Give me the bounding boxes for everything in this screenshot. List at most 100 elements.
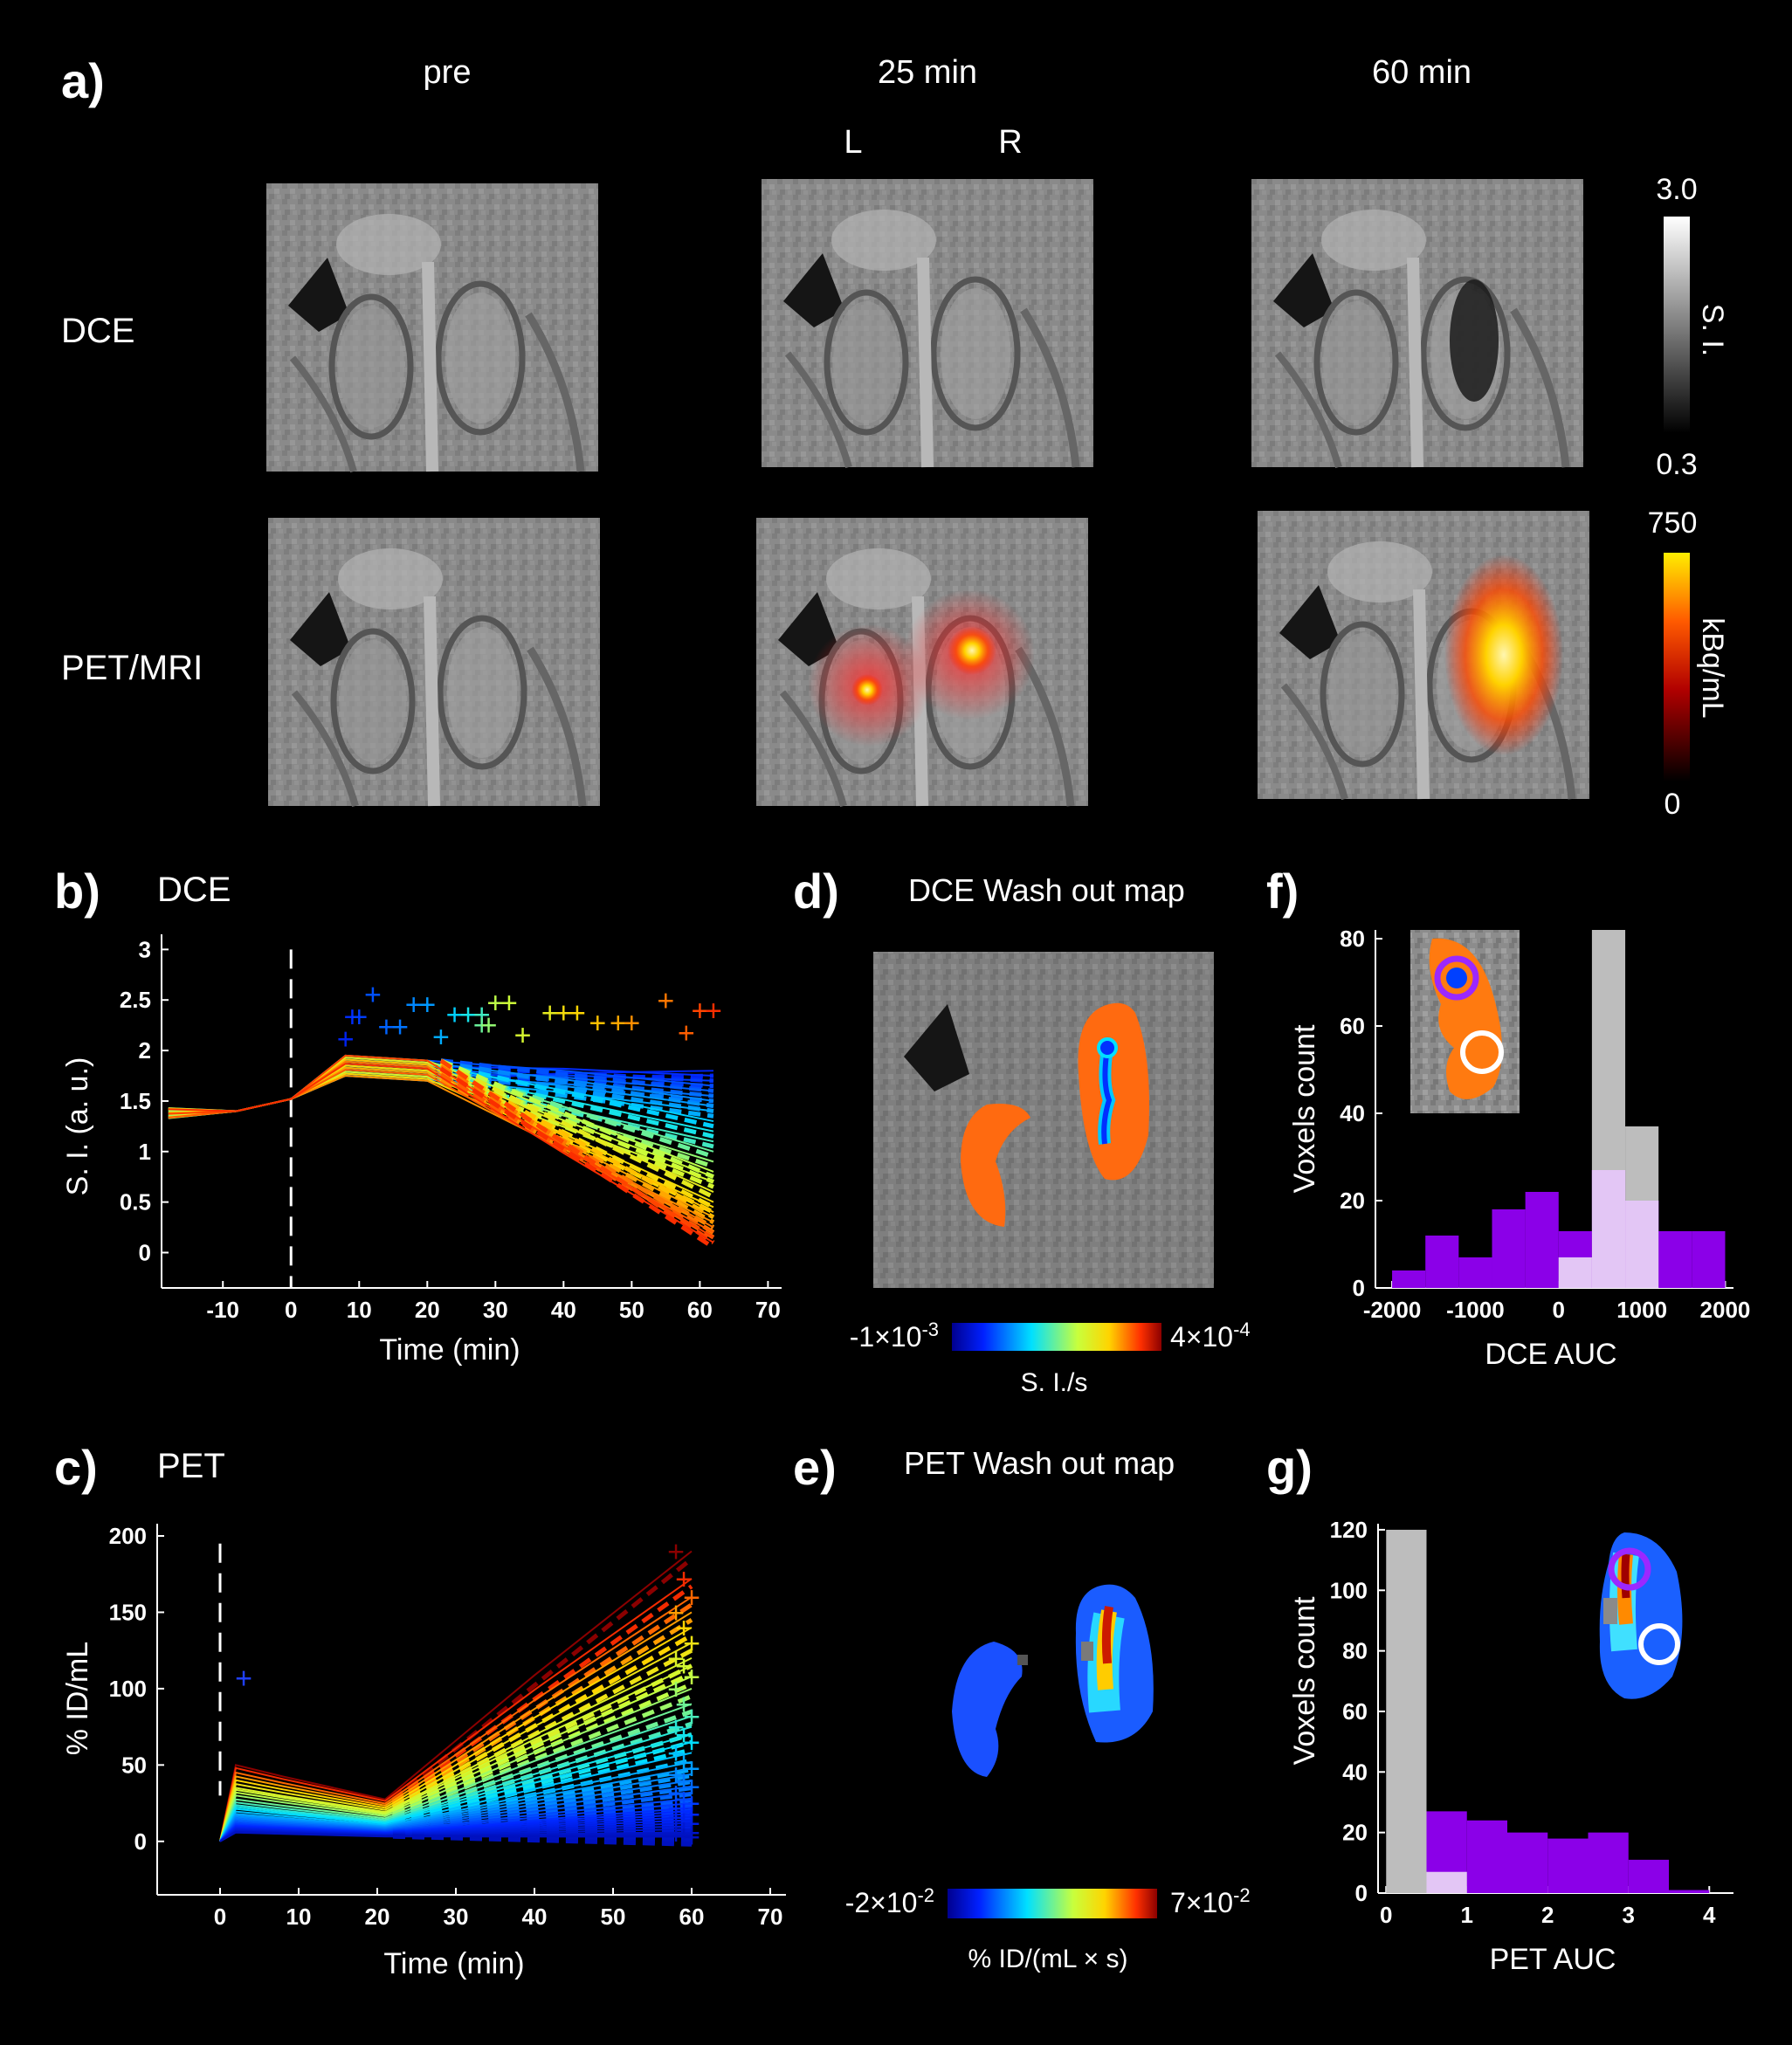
hist-bar-purple (1588, 1832, 1629, 1893)
dce-peak-marker: + (391, 1011, 409, 1044)
pet-end-marker: + (667, 1777, 685, 1810)
mri-dce-25min (762, 179, 1093, 467)
pet-hotspot-60min (1444, 554, 1563, 755)
y-tick-label: 20 (1342, 1820, 1368, 1846)
dce-peak-marker: + (405, 988, 423, 1022)
panel-f-inset (1410, 930, 1520, 1113)
orientation-right: R (998, 124, 1022, 161)
y-tick-label: 80 (1340, 926, 1365, 952)
hist-bar-purple (1547, 1838, 1589, 1893)
pet-end-marker: + (683, 1771, 700, 1804)
y-tick-label: 200 (109, 1523, 147, 1549)
pet-end-marker: + (675, 1765, 693, 1798)
x-tick-label: 50 (619, 1297, 644, 1323)
x-tick-label: 10 (347, 1297, 372, 1323)
hist-bar-purple (1466, 1820, 1507, 1893)
hist-bar-purple (1425, 1236, 1459, 1288)
dce-peak-marker: + (350, 1001, 368, 1034)
si-colorbar-min: 0.3 (1656, 448, 1697, 481)
pet-fit-line (391, 1584, 693, 1803)
mri-dce-60min (1251, 179, 1583, 467)
dce-curve (168, 1063, 714, 1243)
panel-g-inset (1599, 1532, 1683, 1699)
dce-peak-marker: + (678, 1017, 695, 1050)
left-kidney-map (961, 1104, 1030, 1227)
pet-end-marker: + (683, 1661, 700, 1694)
y-tick-label: 0 (1353, 1275, 1365, 1301)
y-tick-label: 120 (1330, 1517, 1368, 1543)
column-pre: pre (424, 54, 472, 91)
mri-dce-pre (266, 183, 598, 472)
column-60-min: 60 min (1372, 54, 1472, 91)
hist-bar-overlap (1591, 1170, 1626, 1288)
pet-end-marker: + (667, 1673, 685, 1706)
x-tick-label: 2 (1541, 1902, 1554, 1928)
panel-e-label: e) (793, 1440, 837, 1495)
dce-peak-marker: + (691, 995, 708, 1028)
hist-bar-purple (1525, 1192, 1559, 1288)
hist-bar-overlap (1426, 1871, 1467, 1893)
pet-colorbar (1664, 553, 1690, 782)
pet-end-marker: + (683, 1752, 700, 1786)
si-colorbar (1664, 217, 1690, 433)
pet-fit-line (391, 1557, 693, 1801)
pet-fit-line (392, 1834, 693, 1847)
y-tick-label: 1 (139, 1139, 151, 1165)
panel-d-label: d) (793, 864, 839, 919)
pet-end-marker: + (683, 1821, 700, 1855)
x-tick-label: 30 (483, 1297, 508, 1323)
x-tick-label: 0 (1380, 1902, 1392, 1928)
dce-peak-marker: + (432, 1021, 450, 1054)
pet-cb-label: % ID/(mL × s) (968, 1945, 1127, 1973)
x-tick-label: 30 (444, 1904, 469, 1930)
dce-peak-marker: + (473, 999, 491, 1032)
row-dce: DCE (61, 312, 134, 350)
panel-b-xlabel: Time (min) (379, 1333, 520, 1367)
pet-colorbar-label: kBq/mL (1696, 617, 1729, 718)
panel-b-title: DCE (157, 871, 231, 909)
y-tick-label: 150 (109, 1599, 147, 1625)
column-25-min: 25 min (878, 54, 977, 91)
pet-fit-line (391, 1671, 693, 1815)
dce-peak-marker: + (480, 1009, 498, 1042)
x-tick-label: 1000 (1616, 1297, 1667, 1323)
hist-bar-purple (1507, 1832, 1548, 1893)
left-kidney-pet-map (952, 1642, 1023, 1777)
right-kidney-map (1078, 1002, 1149, 1181)
dce-peak-marker: + (364, 979, 382, 1012)
pet-curve (219, 1831, 693, 1842)
dce-peak-marker: + (446, 999, 464, 1032)
pet-curve (219, 1752, 693, 1842)
pet-end-marker: + (667, 1737, 685, 1770)
pet-curve (219, 1703, 693, 1842)
dce-peak-marker: + (589, 1007, 606, 1040)
dce-curve (168, 1060, 714, 1229)
x-tick-label: 40 (551, 1297, 576, 1323)
x-tick-label: 0 (1553, 1297, 1565, 1323)
hist-bar-purple (1692, 1231, 1726, 1288)
dce-peak-marker: + (705, 995, 722, 1028)
y-tick-label: 60 (1342, 1698, 1368, 1725)
panel-c-xlabel: Time (min) (383, 1947, 524, 1980)
x-tick-label: 2000 (1700, 1297, 1751, 1323)
dce-fit-line (439, 1058, 715, 1245)
y-tick-label: 1.5 (120, 1088, 151, 1114)
dce-cb-max: 4×10-4 (1170, 1319, 1251, 1353)
dce-peak-marker: + (541, 996, 559, 1029)
x-tick-label: 0 (285, 1297, 297, 1323)
x-tick-label: 4 (1703, 1902, 1716, 1928)
dce-peak-marker: + (418, 988, 436, 1022)
panel-f-histogram: -2000 -1000 0 1000 2000 0 20 40 60 80 (1340, 926, 1750, 1323)
panel-f-xlabel: DCE AUC (1485, 1338, 1616, 1371)
y-tick-label: 50 (121, 1752, 147, 1778)
panel-c-label: c) (54, 1440, 98, 1495)
dce-fit-line (439, 1066, 715, 1250)
dce-fit-line (439, 1058, 714, 1180)
panel-f-label: f) (1266, 864, 1299, 919)
y-tick-label: 2 (139, 1037, 151, 1064)
dce-peak-marker: + (473, 1009, 491, 1042)
x-tick-label: 3 (1623, 1902, 1635, 1928)
hist-bar-purple (1628, 1859, 1669, 1893)
